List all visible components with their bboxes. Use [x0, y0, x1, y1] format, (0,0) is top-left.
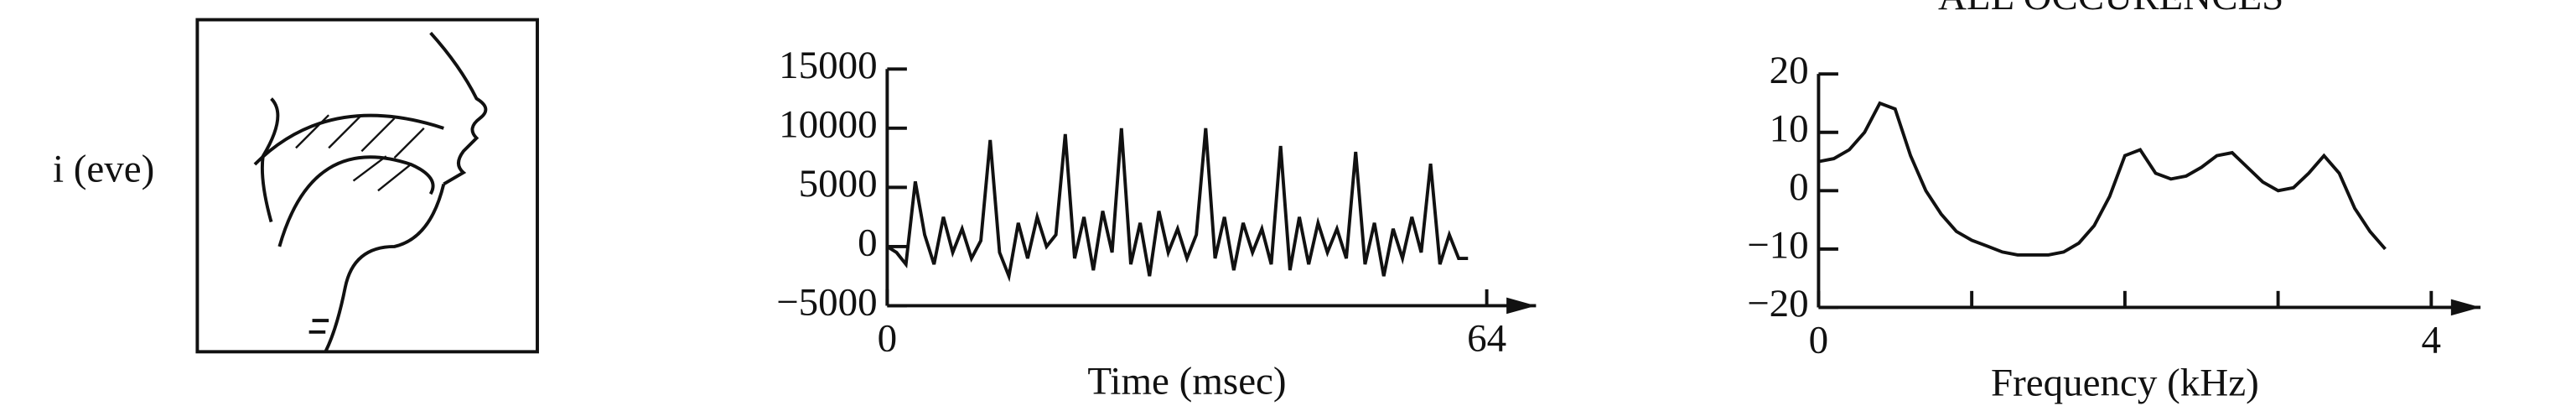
- data-line: [886, 128, 1469, 283]
- y-tick-label: 10: [1770, 107, 1809, 151]
- y-tick-label: −10: [1747, 224, 1809, 268]
- y-tick-label: 0: [858, 221, 878, 265]
- data-line: [1818, 101, 2387, 257]
- x-tick-label: 0: [1809, 318, 1829, 362]
- y-tick-label: 10000: [779, 103, 878, 147]
- x-axis-arrow: [2450, 299, 2481, 316]
- x-axis-arrow: [1506, 297, 1537, 315]
- y-tick-label: −5000: [776, 280, 878, 324]
- y-tick-label: 5000: [799, 162, 878, 206]
- x-axis-label: Frequency (kHz): [1991, 361, 2259, 404]
- x-tick-label: 64: [1467, 316, 1506, 360]
- y-tick-label: 0: [1789, 165, 1809, 209]
- panel-label: i (eve): [53, 148, 154, 191]
- x-axis-label: Time (msec): [1087, 359, 1286, 403]
- y-tick-label: −20: [1747, 282, 1809, 325]
- x-tick-label: 4: [2422, 318, 2442, 362]
- y-tick-label: 15000: [779, 44, 878, 87]
- vocal-tract-drawing: [195, 18, 539, 354]
- y-tick-label: 20: [1770, 49, 1809, 92]
- x-tick-label: 0: [878, 316, 898, 360]
- header: ALL OCCURENCES: [1938, 0, 2283, 18]
